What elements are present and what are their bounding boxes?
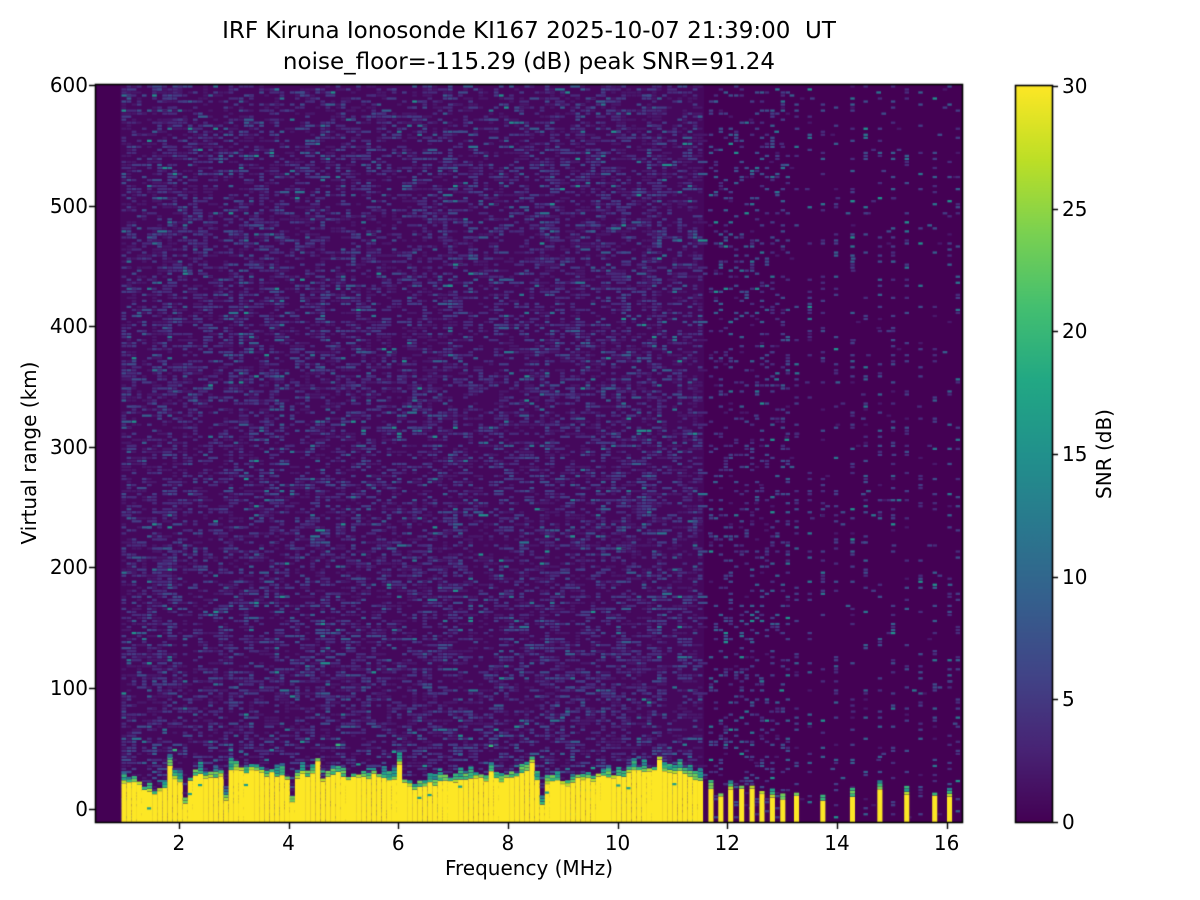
x-tick-label: 4 [282, 831, 295, 855]
colorbar-label: SNR (dB) [1092, 409, 1116, 499]
y-tick-label: 200 [49, 555, 88, 580]
y-tick-label: 600 [49, 73, 88, 97]
figure-subtitle: noise_floor=-115.29 (dB) peak SNR=91.24 [282, 49, 776, 75]
x-axis-label: Frequency (MHz) [444, 856, 614, 880]
x-tick-label: 14 [824, 831, 850, 855]
y-tick-label: 400 [49, 314, 88, 339]
x-tick-label: 8 [501, 831, 515, 855]
colorbar-tick-label: 15 [1062, 442, 1088, 466]
figure-title: IRF Kiruna Ionosonde KI167 2025-10-07 21… [222, 18, 836, 44]
y-tick-label: 100 [49, 676, 88, 701]
colorbar-tick-label: 5 [1062, 687, 1075, 712]
x-tick-label: 2 [172, 831, 186, 855]
y-tick-label: 300 [49, 434, 88, 459]
x-tick-label: 16 [933, 831, 960, 855]
colorbar-tick-label: 20 [1062, 319, 1088, 344]
colorbar-tick-label: 25 [1062, 196, 1088, 221]
y-tick-label: 500 [49, 193, 88, 218]
y-tick-label: 0 [75, 796, 88, 821]
colorbar-tick-label: 0 [1062, 810, 1075, 834]
x-tick-label: 10 [604, 831, 631, 855]
colorbar-tick-label: 30 [1062, 74, 1088, 98]
x-tick-label: 12 [714, 831, 740, 855]
colorbar-tick-label: 10 [1062, 564, 1088, 589]
x-tick-label: 6 [391, 831, 405, 855]
